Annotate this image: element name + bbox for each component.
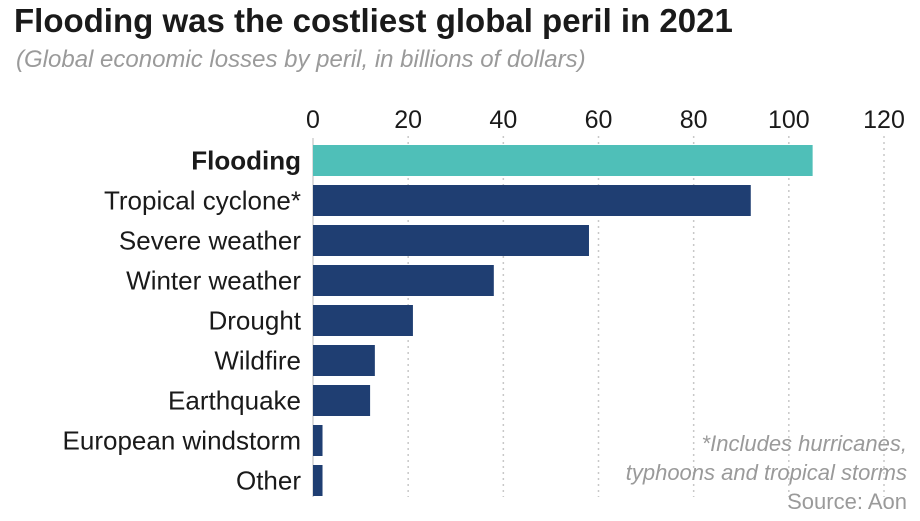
x-tick-label: 100 xyxy=(768,106,810,134)
category-label: Wildfire xyxy=(214,346,301,376)
bar xyxy=(313,145,813,176)
category-label: Flooding xyxy=(191,146,301,176)
bar xyxy=(313,385,371,416)
category-label: Severe weather xyxy=(119,226,301,256)
source-note: Source: Aon xyxy=(787,489,907,514)
x-tick-label: 0 xyxy=(306,106,320,134)
bar xyxy=(313,465,323,496)
footnote: *Includes hurricanes, xyxy=(702,431,907,456)
x-tick-label: 60 xyxy=(585,106,613,134)
x-tick-label: 120 xyxy=(863,106,905,134)
x-tick-label: 20 xyxy=(394,106,422,134)
category-label: Winter weather xyxy=(126,266,301,296)
bar xyxy=(313,425,323,456)
category-label: Other xyxy=(236,466,301,496)
category-label: European windstorm xyxy=(63,426,301,456)
category-label: Earthquake xyxy=(168,386,301,416)
bar xyxy=(313,185,751,216)
x-tick-label: 80 xyxy=(680,106,708,134)
bar xyxy=(313,345,375,376)
footnote: typhoons and tropical storms xyxy=(626,460,907,485)
bar xyxy=(313,225,589,256)
bar xyxy=(313,265,494,296)
x-tick-label: 40 xyxy=(489,106,517,134)
chart-subtitle: (Global economic losses by peril, in bil… xyxy=(16,46,586,73)
category-label: Tropical cyclone* xyxy=(104,186,301,216)
chart-title: Flooding was the costliest global peril … xyxy=(14,2,733,39)
category-label: Drought xyxy=(209,306,302,336)
bar xyxy=(313,305,413,336)
